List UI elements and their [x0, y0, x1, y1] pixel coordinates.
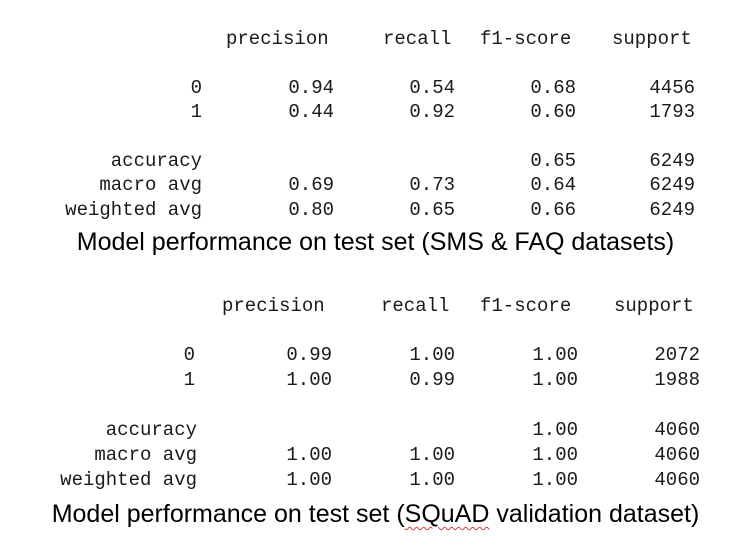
- cell-precision: 1.00: [286, 444, 332, 466]
- cell-f1: 0.66: [530, 199, 576, 221]
- row-label: weighted avg: [60, 469, 197, 491]
- cell-support: 6249: [649, 174, 695, 196]
- cell-f1: 1.00: [532, 444, 578, 466]
- cell-f1: 1.00: [532, 469, 578, 491]
- cell-support: 1988: [654, 369, 700, 391]
- cell-f1: 1.00: [532, 344, 578, 366]
- cell-support: 1793: [649, 101, 695, 123]
- header-recall: recall: [383, 28, 452, 50]
- cell-precision: 0.44: [288, 101, 334, 123]
- caption-2-suffix: validation dataset): [489, 500, 700, 528]
- cell-f1: 0.64: [530, 174, 576, 196]
- row-label: weighted avg: [65, 199, 202, 221]
- row-label: accuracy: [105, 419, 197, 441]
- cell-support: 2072: [654, 344, 700, 366]
- row-label: 0: [190, 77, 202, 99]
- row-label: 1: [190, 101, 202, 123]
- caption-1: Model performance on test set (SMS & FAQ…: [76, 228, 675, 256]
- cell-precision: 1.00: [286, 469, 332, 491]
- cell-recall: 1.00: [409, 444, 455, 466]
- cell-f1: 1.00: [532, 419, 578, 441]
- cell-precision: 1.00: [286, 369, 332, 391]
- cell-f1: 0.65: [530, 150, 576, 172]
- header-precision: precision: [222, 295, 325, 317]
- header-f1-score: f1-score: [480, 28, 572, 50]
- header-precision: precision: [226, 28, 329, 50]
- cell-support: 4456: [649, 77, 695, 99]
- cell-f1: 0.60: [530, 101, 576, 123]
- cell-support: 4060: [654, 469, 700, 491]
- cell-precision: 0.99: [286, 344, 332, 366]
- caption-2-prefix: Model performance on test set (: [51, 500, 405, 528]
- row-label: 0: [183, 344, 195, 366]
- row-label: macro avg: [99, 174, 202, 196]
- cell-recall: 0.99: [409, 369, 455, 391]
- header-support: support: [614, 295, 694, 317]
- cell-support: 4060: [654, 444, 700, 466]
- cell-recall: 0.65: [409, 199, 455, 221]
- header-recall: recall: [381, 295, 450, 317]
- row-label: accuracy: [110, 150, 202, 172]
- header-support: support: [612, 28, 692, 50]
- cell-recall: 0.54: [409, 77, 455, 99]
- cell-support: 4060: [654, 419, 700, 441]
- cell-support: 6249: [649, 199, 695, 221]
- caption-2: Model performance on test set (SQuAD val…: [0, 502, 751, 527]
- cell-support: 6249: [649, 150, 695, 172]
- cell-precision: 0.94: [288, 77, 334, 99]
- cell-precision: 0.69: [288, 174, 334, 196]
- cell-recall: 1.00: [409, 469, 455, 491]
- cell-f1: 0.68: [530, 77, 576, 99]
- cell-recall: 1.00: [409, 344, 455, 366]
- cell-f1: 1.00: [532, 369, 578, 391]
- caption-2-squad: SQuAD: [404, 500, 490, 528]
- header-f1-score: f1-score: [480, 295, 572, 317]
- cell-recall: 0.73: [409, 174, 455, 196]
- cell-recall: 0.92: [409, 101, 455, 123]
- cell-precision: 0.80: [288, 199, 334, 221]
- row-label: macro avg: [94, 444, 197, 466]
- row-label: 1: [183, 369, 195, 391]
